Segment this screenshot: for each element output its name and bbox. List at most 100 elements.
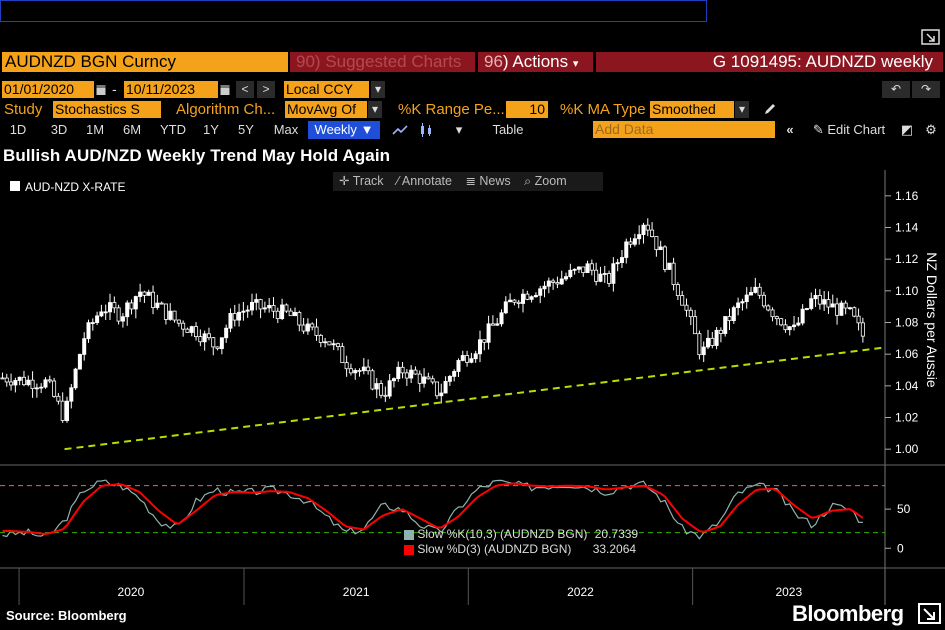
candle-body	[155, 302, 160, 308]
y-axis-label-container: NZ Dollars per Aussie	[920, 235, 940, 405]
caret-down-icon[interactable]: ▾	[371, 81, 385, 98]
candle-body	[73, 368, 78, 389]
candle-body	[589, 263, 594, 271]
redo-icon[interactable]: ↷	[912, 81, 940, 98]
candle-body	[43, 379, 48, 388]
caret-down-icon[interactable]: ▾	[735, 101, 749, 118]
period-button-5y[interactable]: 5Y	[238, 122, 254, 137]
candle-body	[159, 302, 164, 305]
chart-type-caret[interactable]: ▾	[455, 122, 463, 137]
gear-icon[interactable]: ⚙	[925, 122, 937, 137]
line-chart-icon[interactable]	[390, 121, 410, 139]
edit-chart-button[interactable]: ✎ Edit Chart	[805, 121, 893, 139]
candle-chart-icon[interactable]	[416, 121, 436, 139]
study-select[interactable]: Stochastics S	[53, 101, 161, 118]
table-button[interactable]: Table	[492, 122, 524, 137]
candle-body	[120, 316, 125, 322]
candle-body	[215, 346, 220, 350]
candle-body	[697, 333, 702, 356]
period-button-ytd[interactable]: YTD	[160, 122, 186, 137]
candle-body	[292, 312, 297, 317]
candle-body	[787, 326, 792, 331]
undo-icon[interactable]: ↶	[882, 81, 910, 98]
pencil-icon[interactable]	[762, 101, 778, 117]
frequency-select[interactable]: Weekly ▼	[308, 121, 380, 139]
news-tool[interactable]: News	[479, 174, 511, 188]
currency-select[interactable]: Local CCY	[284, 81, 369, 98]
calendar-icon[interactable]	[220, 83, 230, 96]
y-tick-label: 1.14	[895, 221, 919, 235]
security-field[interactable]: AUDNZD BGN Curncy	[2, 52, 288, 72]
candle-body	[860, 322, 865, 337]
price-chart[interactable]: 1.00 1.02 1.04 1.06 1.08 1.10 1.12 1.14 1.16 0 50…	[0, 160, 945, 605]
candle-body	[262, 307, 267, 310]
x-tick-label: 2023	[775, 585, 802, 599]
candle-body	[310, 323, 315, 328]
candle-body	[86, 322, 91, 340]
slow-d-value: 33.2064	[592, 542, 637, 556]
candle-body	[749, 292, 754, 296]
candle-body	[529, 296, 534, 300]
track-tool[interactable]: Track	[352, 174, 384, 188]
suggested-charts-button[interactable]: 90) Suggested Charts	[290, 52, 475, 72]
annotate-tool[interactable]: Annotate	[401, 174, 452, 188]
minimize-icon[interactable]	[920, 28, 942, 46]
algorithm-label: Algorithm Ch...	[176, 101, 276, 118]
candle-body	[318, 335, 323, 343]
k-range-input[interactable]: 10	[506, 101, 548, 118]
candle-body	[258, 299, 263, 310]
y-tick-label: 1.16	[895, 189, 919, 203]
end-date-field[interactable]: 10/11/2023	[124, 81, 218, 98]
candle-body	[559, 278, 564, 285]
candle-body	[607, 273, 612, 284]
period-button-3d[interactable]: 3D	[50, 122, 68, 137]
settings-icon[interactable]: ◩	[900, 122, 914, 137]
candle-body	[34, 387, 39, 390]
candle-body	[151, 291, 156, 308]
next-arrow-button[interactable]: >	[257, 81, 275, 98]
candle-body	[391, 378, 396, 382]
candle-body	[516, 301, 521, 304]
period-button-1m[interactable]: 1M	[85, 122, 105, 137]
previous-arrow-button[interactable]: <	[236, 81, 254, 98]
candle-body	[142, 291, 147, 296]
candle-body	[800, 308, 805, 324]
chart-tools-bar: ✛ Track ⁄ Annotate ≣ News ⌕ Zoom	[333, 172, 603, 191]
candle-body	[232, 313, 237, 321]
candle-body	[761, 294, 766, 307]
algorithm-select[interactable]: MovAvg Of	[285, 101, 367, 118]
candle-body	[757, 286, 762, 296]
candle-body	[219, 337, 224, 350]
candle-body	[641, 224, 646, 235]
caret-down-icon[interactable]: ▾	[368, 101, 382, 118]
period-button-1d[interactable]: 1D	[9, 122, 27, 137]
period-button-1y[interactable]: 1Y	[203, 122, 219, 137]
calendar-icon[interactable]	[96, 83, 106, 96]
candle-body	[129, 302, 134, 310]
y-tick-label: 1.04	[895, 379, 919, 393]
k-ma-type-select[interactable]: Smoothed	[650, 101, 734, 118]
zoom-icon: ⌕	[524, 174, 532, 188]
candle-body	[237, 311, 242, 321]
candle-body	[327, 341, 332, 346]
candle-body	[843, 302, 848, 309]
period-button-max[interactable]: Max	[273, 122, 299, 137]
candle-body	[314, 326, 319, 336]
zoom-tool[interactable]: Zoom	[534, 174, 567, 188]
add-data-input[interactable]: Add Data	[593, 121, 775, 138]
candle-body	[146, 291, 151, 296]
candle-body	[275, 310, 280, 320]
candle-body	[835, 303, 840, 316]
candle-body	[774, 316, 779, 320]
news-icon: ≣	[465, 174, 476, 188]
slow-k-swatch	[404, 529, 414, 540]
actions-menu[interactable]: 96) Actions ▾	[478, 52, 593, 72]
collapse-icon[interactable]: «	[786, 122, 794, 137]
start-date-field[interactable]: 01/01/2020	[2, 81, 94, 98]
candle-body	[69, 387, 74, 402]
candle-body	[353, 370, 358, 374]
oscillator-legend: Slow %K(10,3) (AUDNZD BGN) 20.7339 Slow …	[404, 527, 638, 557]
period-button-6m[interactable]: 6M	[122, 122, 142, 137]
command-line[interactable]	[0, 0, 707, 22]
window-icon	[918, 603, 942, 625]
